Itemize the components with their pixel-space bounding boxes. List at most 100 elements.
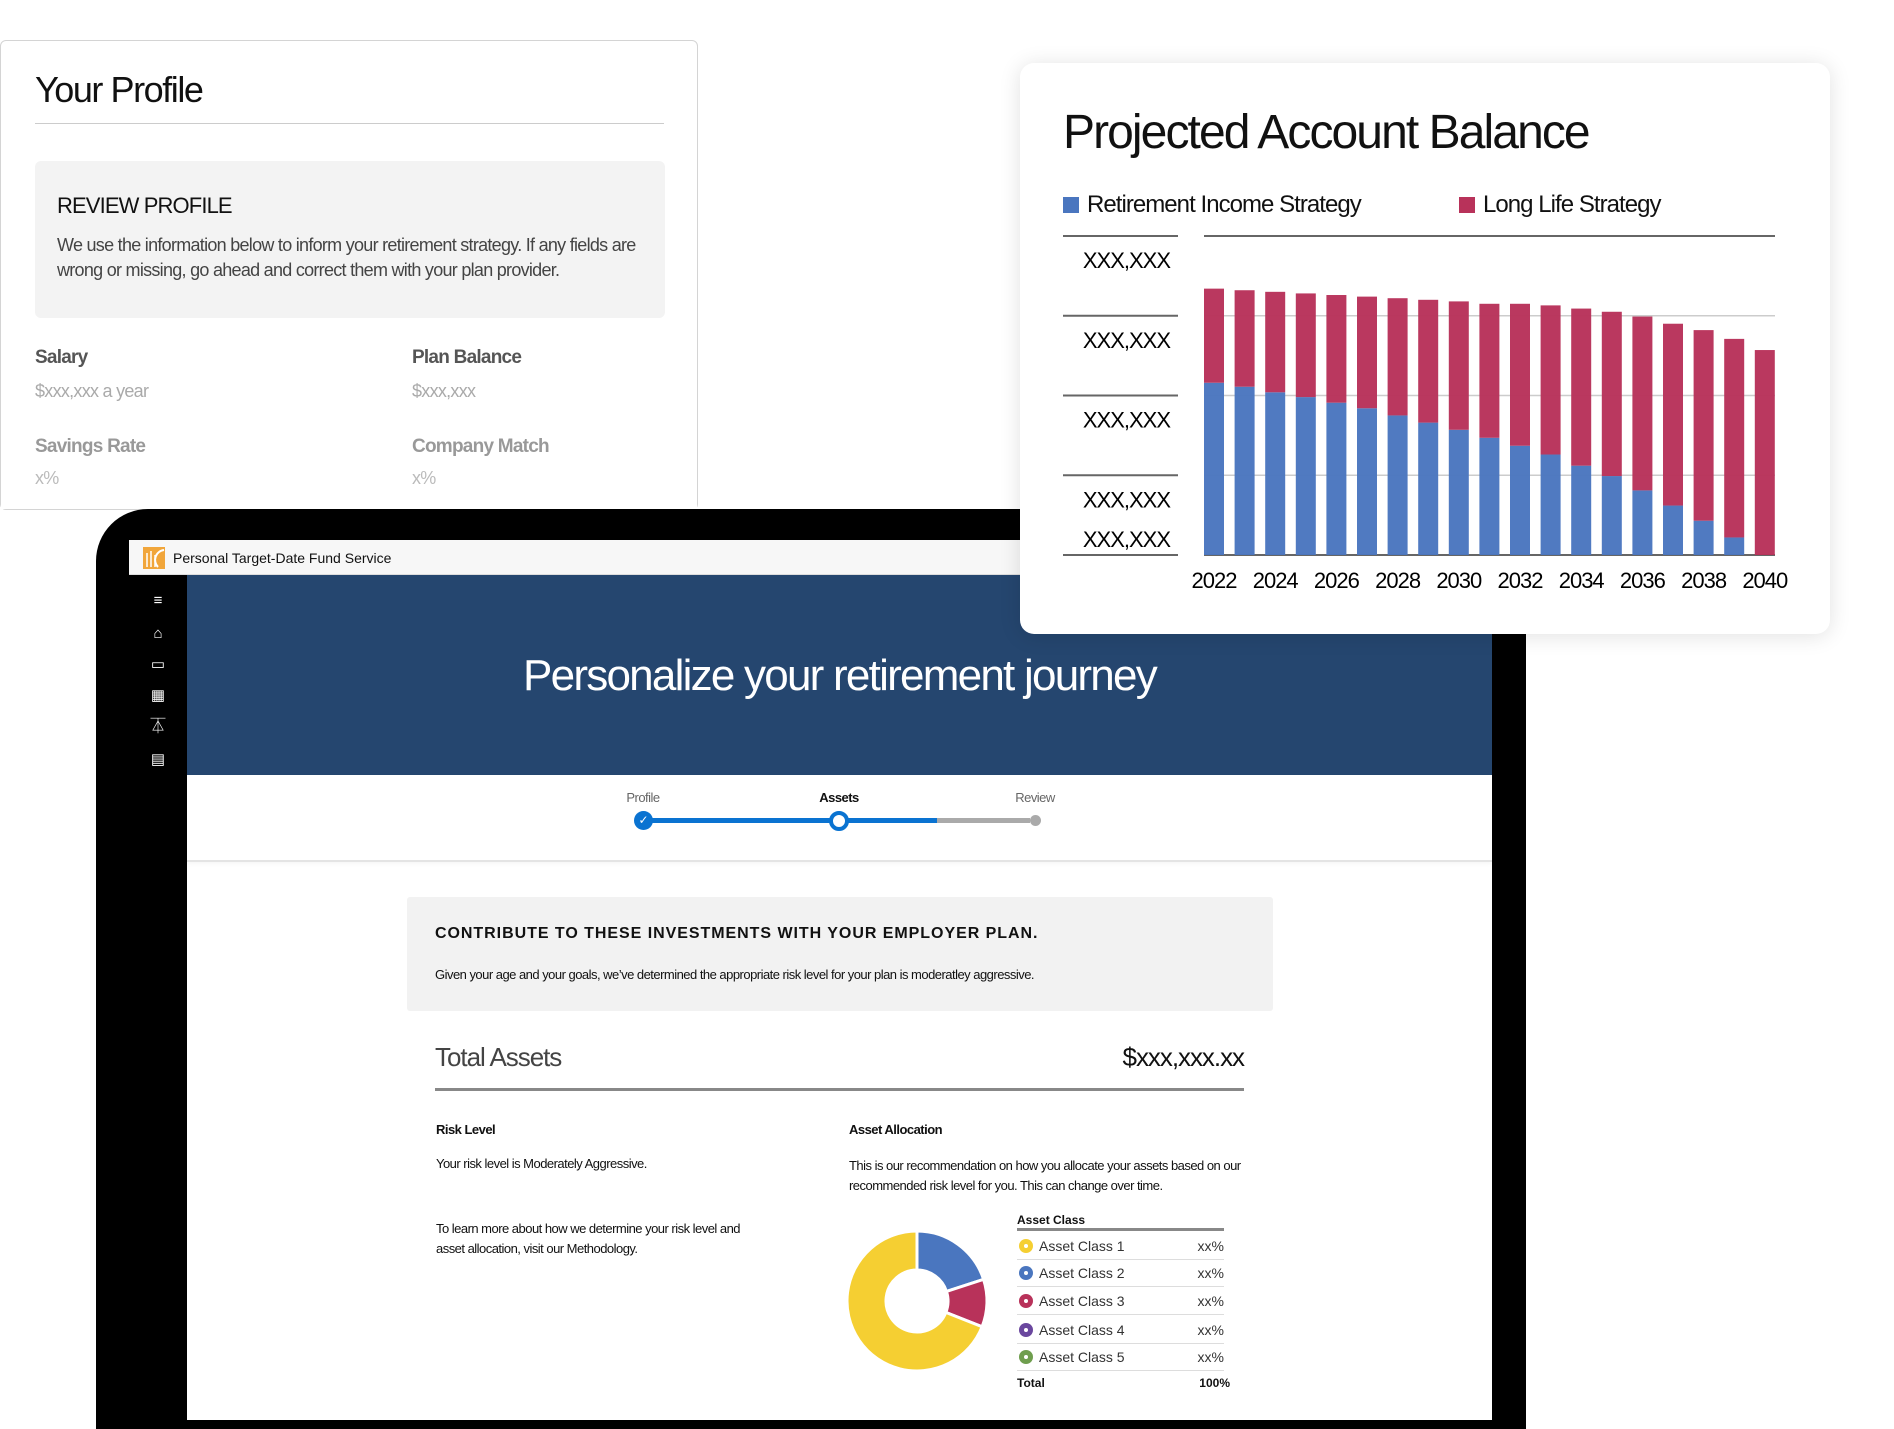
asset-class-dot-icon bbox=[1019, 1350, 1033, 1364]
asset-class-name: Asset Class 3 bbox=[1039, 1293, 1125, 1309]
legend-long-life: Long Life Strategy bbox=[1483, 191, 1661, 218]
step-assets[interactable]: Assets bbox=[819, 790, 859, 805]
bar-long-life bbox=[1204, 288, 1224, 383]
company-match-label: Company Match bbox=[412, 436, 550, 457]
bar-retirement-income bbox=[1326, 402, 1347, 555]
x-tick-label: 2028 bbox=[1375, 568, 1421, 593]
bar-long-life bbox=[1724, 338, 1745, 538]
bar-long-life bbox=[1448, 301, 1469, 430]
profile-card: Your Profile REVIEW PROFILE We use the i… bbox=[0, 40, 698, 510]
salary-value: $xxx,xxx a year bbox=[35, 381, 149, 401]
bar-long-life bbox=[1601, 311, 1622, 477]
asset-class-dot-icon bbox=[1019, 1239, 1033, 1253]
allocation-heading: Asset Allocation bbox=[849, 1122, 943, 1137]
bar-retirement-income bbox=[1387, 415, 1408, 555]
plan-balance-label: Plan Balance bbox=[412, 347, 522, 368]
divider bbox=[35, 123, 664, 124]
legend-swatch-long-life bbox=[1459, 197, 1475, 213]
asset-class-value: xx% bbox=[1197, 1238, 1224, 1254]
notice-box: CONTRIBUTE TO THESE INVESTMENTS WITH YOU… bbox=[407, 897, 1273, 1011]
asset-class-name: Asset Class 5 bbox=[1039, 1349, 1125, 1365]
bar-long-life bbox=[1265, 291, 1286, 393]
folder-icon[interactable]: ▭ bbox=[150, 656, 166, 673]
x-tick-label: 2026 bbox=[1314, 568, 1360, 593]
stacked-bar-chart: XXX,XXX XXX,XXX XXX,XXX XXX,XXX XXX,XXX 2022 2… bbox=[1063, 235, 1789, 593]
step-review-dot-icon[interactable] bbox=[1030, 815, 1041, 826]
profile-title: Your Profile bbox=[35, 69, 204, 110]
y-tick-label: XXX,XXX bbox=[1083, 527, 1171, 552]
x-tick-label: 2040 bbox=[1742, 568, 1788, 593]
x-tick-label: 2034 bbox=[1559, 568, 1605, 593]
progress-filled bbox=[643, 818, 937, 823]
total-assets-value: $xxx,xxx.xx bbox=[1122, 1042, 1246, 1072]
asset-class-row: Asset Class 4 xx% bbox=[1017, 1317, 1224, 1344]
bar-retirement-income bbox=[1479, 437, 1500, 555]
asset-class-dot-icon bbox=[1019, 1323, 1033, 1337]
asset-class-value: xx% bbox=[1197, 1293, 1224, 1309]
asset-class-header: Asset Class bbox=[1017, 1213, 1224, 1231]
bar-long-life bbox=[1418, 299, 1439, 423]
step-assets-current-icon[interactable] bbox=[829, 811, 849, 831]
bar-long-life bbox=[1326, 295, 1347, 403]
risk-heading: Risk Level bbox=[436, 1122, 496, 1137]
asset-class-value: xx% bbox=[1197, 1349, 1224, 1365]
salary-label: Salary bbox=[35, 347, 88, 368]
step-profile[interactable]: Profile bbox=[626, 790, 660, 805]
bar-long-life bbox=[1357, 296, 1377, 409]
app-title: Personal Target-Date Fund Service bbox=[173, 550, 392, 566]
grid-icon[interactable]: ▦ bbox=[150, 687, 166, 704]
review-text: We use the information below to inform y… bbox=[57, 235, 636, 280]
legend-retirement-income: Retirement Income Strategy bbox=[1087, 191, 1362, 218]
asset-class-value: xx% bbox=[1197, 1265, 1224, 1281]
bar-long-life bbox=[1571, 308, 1592, 466]
bar-long-life bbox=[1295, 293, 1316, 398]
bar-retirement-income bbox=[1540, 454, 1561, 555]
risk-text: Your risk level is Moderately Aggressive… bbox=[436, 1156, 647, 1171]
bar-long-life bbox=[1693, 330, 1714, 521]
menu-icon[interactable]: ≡ bbox=[153, 592, 163, 609]
plan-balance-value: $xxx,xxx bbox=[412, 381, 476, 401]
asset-class-row: Asset Class 2 xx% bbox=[1017, 1260, 1224, 1287]
bar-retirement-income bbox=[1693, 520, 1714, 555]
total-assets-label: Total Assets bbox=[435, 1042, 562, 1072]
bar-retirement-income bbox=[1632, 490, 1653, 555]
home-icon[interactable]: ⌂ bbox=[153, 625, 163, 642]
bar-retirement-income bbox=[1204, 382, 1224, 555]
bar-retirement-income bbox=[1265, 392, 1286, 555]
company-match-value: x% bbox=[412, 468, 436, 488]
asset-class-row: Asset Class 5 xx% bbox=[1017, 1344, 1224, 1371]
bar-retirement-income bbox=[1234, 386, 1255, 555]
review-profile-box: REVIEW PROFILE We use the information be… bbox=[35, 161, 665, 318]
methodology-text[interactable]: To learn more about how we determine you… bbox=[436, 1221, 741, 1256]
x-tick-label: 2038 bbox=[1681, 568, 1727, 593]
allocation-donut-chart bbox=[845, 1229, 989, 1373]
sidebar bbox=[129, 575, 187, 1420]
flask-icon[interactable]: ⏄ bbox=[150, 718, 166, 735]
step-profile-check-icon[interactable]: ✓ bbox=[634, 811, 653, 830]
fade-overlay bbox=[1, 379, 697, 509]
review-heading: REVIEW PROFILE bbox=[57, 193, 233, 218]
bar-long-life bbox=[1754, 350, 1775, 555]
bar-long-life bbox=[1540, 305, 1561, 455]
bar-retirement-income bbox=[1357, 408, 1377, 555]
progress-remaining bbox=[937, 818, 1030, 823]
chart-title: Projected Account Balance bbox=[1063, 106, 1591, 159]
bar-retirement-income bbox=[1601, 476, 1622, 555]
bar-retirement-income bbox=[1724, 537, 1745, 555]
bar-retirement-income bbox=[1448, 429, 1469, 555]
projected-balance-card: Projected Account Balance Retirement Inc… bbox=[1020, 63, 1830, 634]
bar-long-life bbox=[1510, 303, 1530, 446]
document-icon[interactable]: ▤ bbox=[150, 751, 166, 768]
legend-swatch-retirement-income bbox=[1063, 197, 1079, 213]
donut-slice bbox=[845, 1229, 985, 1373]
total-value: 100% bbox=[1199, 1376, 1230, 1390]
total-label: Total bbox=[1017, 1376, 1045, 1390]
step-review[interactable]: Review bbox=[1015, 790, 1055, 805]
x-tick-label: 2024 bbox=[1253, 568, 1299, 593]
x-tick-label: 2032 bbox=[1498, 568, 1544, 593]
x-tick-label: 2030 bbox=[1436, 568, 1482, 593]
divider bbox=[435, 1088, 1244, 1091]
y-tick-label: XXX,XXX bbox=[1083, 328, 1171, 353]
asset-class-name: Asset Class 1 bbox=[1039, 1238, 1125, 1254]
asset-class-name: Asset Class 2 bbox=[1039, 1265, 1125, 1281]
